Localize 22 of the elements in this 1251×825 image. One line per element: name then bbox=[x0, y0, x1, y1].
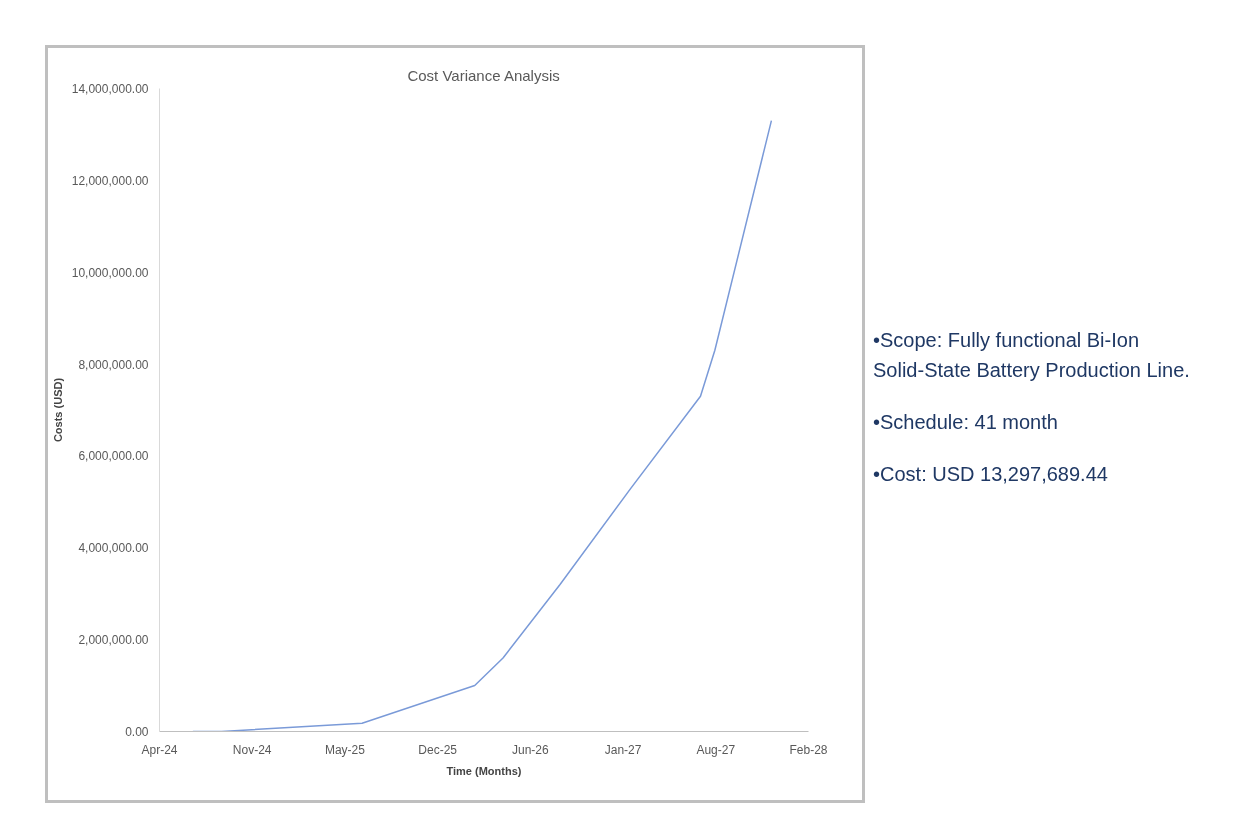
y-tick-label: 4,000,000.00 bbox=[78, 541, 149, 556]
text: •Schedule: 41 month bbox=[873, 410, 1059, 435]
y-tick-label: 14,000,000.00 bbox=[71, 82, 149, 96]
x-tick-label: Dec-25 bbox=[418, 742, 458, 757]
text: •Scope: Fully functional Bi-Ion Solid-State Battery Production Line. bbox=[873, 328, 1191, 383]
x-tick-label: Jun-26 bbox=[512, 742, 550, 757]
y-tick-label: 0.00 bbox=[125, 725, 149, 739]
x-tick-label: May-25 bbox=[324, 742, 366, 757]
y-tick-label: 8,000,000.00 bbox=[78, 357, 149, 372]
y-tick-label: 12,000,000.00 bbox=[71, 173, 149, 188]
x-tick-label: Feb-28 bbox=[789, 742, 828, 757]
text: •Cost: USD 13,297,689.44 bbox=[873, 462, 1109, 487]
y-tick-label: 2,000,000.00 bbox=[78, 633, 149, 648]
x-tick-label: Aug-27 bbox=[696, 742, 736, 757]
x-tick-label: Nov-24 bbox=[232, 742, 272, 757]
x-axis-title: Time (Months) bbox=[446, 764, 522, 777]
y-tick-label: 10,000,000.00 bbox=[71, 265, 149, 280]
x-tick-label: Jan-27 bbox=[604, 742, 642, 757]
chart-title: Cost Variance Analysis bbox=[407, 66, 560, 84]
x-tick-label: Apr-24 bbox=[141, 742, 178, 757]
y-axis-title: Costs (USD) bbox=[51, 377, 64, 443]
y-tick-label: 6,000,000.00 bbox=[78, 449, 149, 464]
